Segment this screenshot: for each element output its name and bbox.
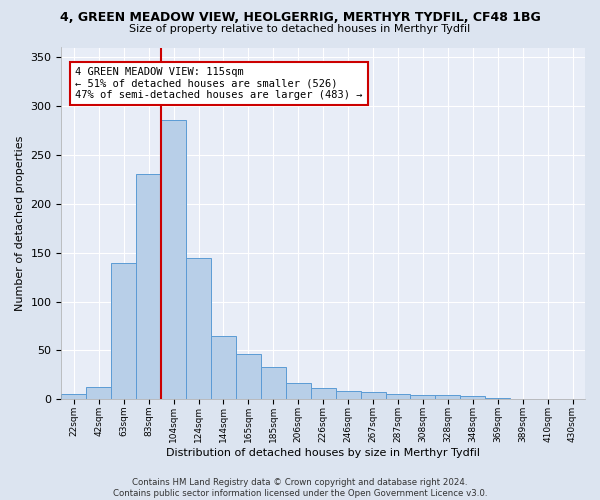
Text: 4 GREEN MEADOW VIEW: 115sqm
← 51% of detached houses are smaller (526)
47% of se: 4 GREEN MEADOW VIEW: 115sqm ← 51% of det… <box>75 67 362 100</box>
Bar <box>111 264 136 400</box>
Bar <box>161 120 186 400</box>
Bar <box>311 388 335 400</box>
Bar <box>485 398 510 400</box>
Bar <box>136 174 161 400</box>
Bar <box>361 392 386 400</box>
Text: Contains HM Land Registry data © Crown copyright and database right 2024.
Contai: Contains HM Land Registry data © Crown c… <box>113 478 487 498</box>
Bar <box>286 382 311 400</box>
Text: 4, GREEN MEADOW VIEW, HEOLGERRIG, MERTHYR TYDFIL, CF48 1BG: 4, GREEN MEADOW VIEW, HEOLGERRIG, MERTHY… <box>59 11 541 24</box>
Bar <box>86 386 111 400</box>
Bar <box>460 396 485 400</box>
Bar <box>386 394 410 400</box>
Bar <box>186 258 211 400</box>
Bar <box>236 354 261 400</box>
X-axis label: Distribution of detached houses by size in Merthyr Tydfil: Distribution of detached houses by size … <box>166 448 480 458</box>
Y-axis label: Number of detached properties: Number of detached properties <box>15 136 25 311</box>
Bar <box>335 390 361 400</box>
Bar <box>410 396 436 400</box>
Text: Size of property relative to detached houses in Merthyr Tydfil: Size of property relative to detached ho… <box>130 24 470 34</box>
Bar <box>436 396 460 400</box>
Bar <box>261 367 286 400</box>
Bar <box>61 394 86 400</box>
Bar <box>211 336 236 400</box>
